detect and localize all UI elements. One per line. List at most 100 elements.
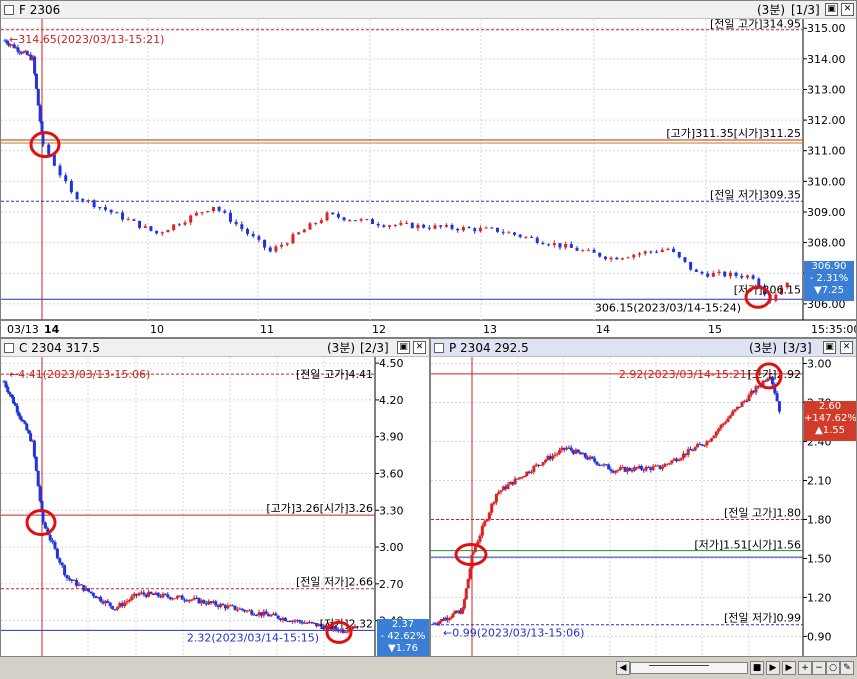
candle-body	[132, 219, 136, 221]
candle-body	[259, 612, 263, 616]
candle-body	[121, 212, 125, 220]
candle-body	[777, 401, 781, 412]
scroll-track[interactable]	[630, 662, 748, 674]
candle-body	[319, 220, 323, 224]
candle-body	[319, 624, 323, 627]
panel-checkbox[interactable]	[4, 5, 14, 15]
zoom-reset-icon[interactable]: ○	[826, 661, 840, 675]
panel-period: (3분)	[327, 341, 356, 355]
put-option-chart[interactable]: 3.002.702.402.101.801.501.200.9003/1303/…	[431, 357, 857, 657]
candle-body	[691, 450, 695, 452]
candle-body	[541, 462, 545, 465]
zoom-out-icon[interactable]: −	[812, 661, 826, 675]
candle-body	[534, 464, 538, 467]
candle-body	[6, 387, 10, 393]
scroll-left-icon[interactable]: ◀	[616, 661, 630, 675]
call-option-chart[interactable]: 4.504.203.903.603.303.002.702.4003/1303/…	[1, 357, 430, 657]
candle-body	[564, 244, 568, 248]
stop-icon[interactable]: ■	[750, 661, 764, 675]
candle-body	[67, 578, 71, 580]
candle-body	[115, 607, 119, 610]
y-tick-label: 309.00	[807, 206, 846, 219]
candle-body	[187, 599, 191, 602]
maximize-icon[interactable]: ▣	[825, 3, 838, 16]
candle-body	[643, 251, 647, 254]
candle-body	[443, 617, 447, 621]
candle-body	[291, 234, 295, 244]
candle-body	[219, 604, 223, 608]
candle-body	[456, 228, 460, 231]
candle-body	[353, 220, 357, 222]
candle-body	[149, 226, 153, 231]
candle-body	[616, 469, 620, 471]
candle-body	[353, 626, 357, 629]
candle-body	[342, 217, 346, 221]
candle-body	[370, 219, 374, 225]
y-tick-label: 312.00	[807, 114, 846, 127]
candle-body	[667, 463, 671, 465]
close-icon[interactable]: ✕	[413, 341, 426, 354]
candle-body	[553, 454, 557, 456]
candle-body	[719, 424, 723, 429]
candle-body	[194, 212, 198, 216]
candle-body	[331, 626, 335, 630]
panel-checkbox[interactable]	[4, 343, 14, 353]
candle-body	[96, 596, 100, 599]
y-tick-label: 313.00	[807, 83, 846, 96]
y-tick-label: 306.00	[807, 298, 846, 311]
candle-body	[513, 232, 517, 235]
candle-body	[48, 535, 52, 541]
candle-body	[161, 593, 165, 598]
candle-body	[3, 40, 7, 42]
candle-body	[257, 236, 261, 240]
scroll-right-icon[interactable]: ▶	[782, 661, 796, 675]
candle-body	[8, 392, 12, 395]
candle-body	[734, 272, 738, 276]
candle-body	[707, 441, 711, 443]
candle-body	[69, 181, 73, 193]
candle-body	[166, 230, 170, 233]
candle-body	[653, 465, 657, 467]
zoom-in-icon[interactable]: +	[798, 661, 812, 675]
candle-body	[567, 447, 571, 449]
candle-body	[86, 200, 90, 202]
candle-body	[376, 224, 380, 226]
candle-body	[527, 471, 531, 473]
candle-body	[445, 617, 449, 620]
candle-body	[22, 51, 25, 54]
candle-body	[507, 232, 511, 234]
candle-body	[139, 592, 143, 594]
candle-body	[497, 492, 501, 494]
candle-body	[115, 212, 119, 214]
candle-body	[209, 601, 213, 603]
candle-body	[190, 599, 194, 601]
panel-titlebar: F 2306 (3분) [1/3] ▣ ✕	[1, 1, 856, 19]
candle-body	[416, 224, 420, 229]
candle-body	[494, 493, 498, 503]
candle-body	[18, 51, 22, 53]
candle-body	[642, 469, 646, 471]
candle-body	[455, 611, 459, 613]
candle-body	[308, 223, 312, 230]
candle-body	[221, 604, 225, 606]
candle-body	[679, 458, 683, 460]
play-icon[interactable]: ▶	[766, 661, 780, 675]
candle-body	[442, 619, 445, 621]
candle-body	[183, 222, 187, 225]
panel-checkbox[interactable]	[434, 343, 444, 353]
candle-body	[484, 227, 488, 229]
maximize-icon[interactable]: ▣	[397, 341, 410, 354]
close-icon[interactable]: ✕	[840, 341, 853, 354]
candle-body	[733, 409, 737, 412]
maximize-icon[interactable]: ▣	[823, 341, 836, 354]
scroll-thumb[interactable]	[649, 665, 709, 671]
candle-body	[79, 584, 83, 586]
candle-body	[286, 620, 290, 622]
candle-body	[586, 457, 590, 460]
candle-body	[615, 257, 619, 260]
tool-icon[interactable]: ✎	[840, 661, 854, 675]
close-icon[interactable]: ✕	[841, 3, 854, 16]
candle-body	[120, 603, 124, 607]
futures-chart[interactable]: 315.00 314.00 313.00 312.00 311.00 310.00 309.…	[1, 19, 857, 338]
candle-body	[70, 579, 74, 581]
